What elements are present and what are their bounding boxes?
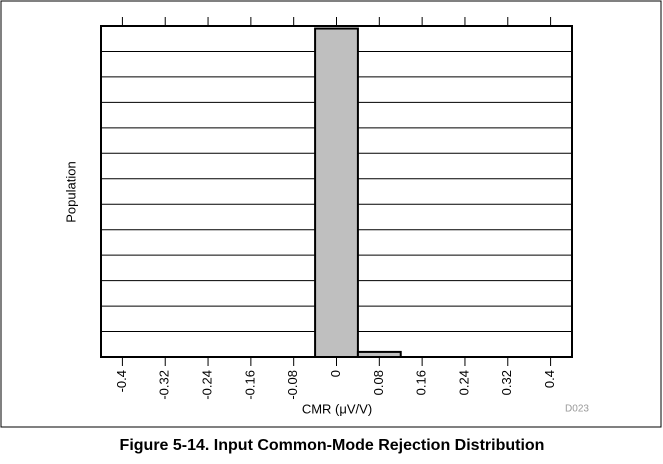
x-tick-label: 0.4 bbox=[542, 370, 557, 388]
frame bbox=[0, 0, 662, 428]
x-tick-label: -0.16 bbox=[242, 370, 257, 400]
x-tick-label: 0.08 bbox=[371, 370, 386, 395]
x-tick-label: 0.32 bbox=[499, 370, 514, 395]
x-tick-label: -0.32 bbox=[157, 370, 172, 400]
x-tick-label: 0 bbox=[328, 370, 343, 377]
caption: Figure 5-14. Input Common-Mode Rejection… bbox=[120, 437, 545, 454]
bar bbox=[314, 27, 359, 359]
x-axis-label: CMR (μV/V) bbox=[302, 401, 372, 416]
x-tick-label: 0.24 bbox=[456, 370, 471, 395]
x-tick-label: 0.16 bbox=[414, 370, 429, 395]
x-tick-label: -0.4 bbox=[114, 370, 129, 392]
y-axis-label: Population bbox=[63, 161, 78, 222]
figure-code: D023 bbox=[565, 404, 589, 415]
x-tick-label: -0.24 bbox=[199, 370, 214, 400]
x-tick-label: -0.08 bbox=[285, 370, 300, 400]
